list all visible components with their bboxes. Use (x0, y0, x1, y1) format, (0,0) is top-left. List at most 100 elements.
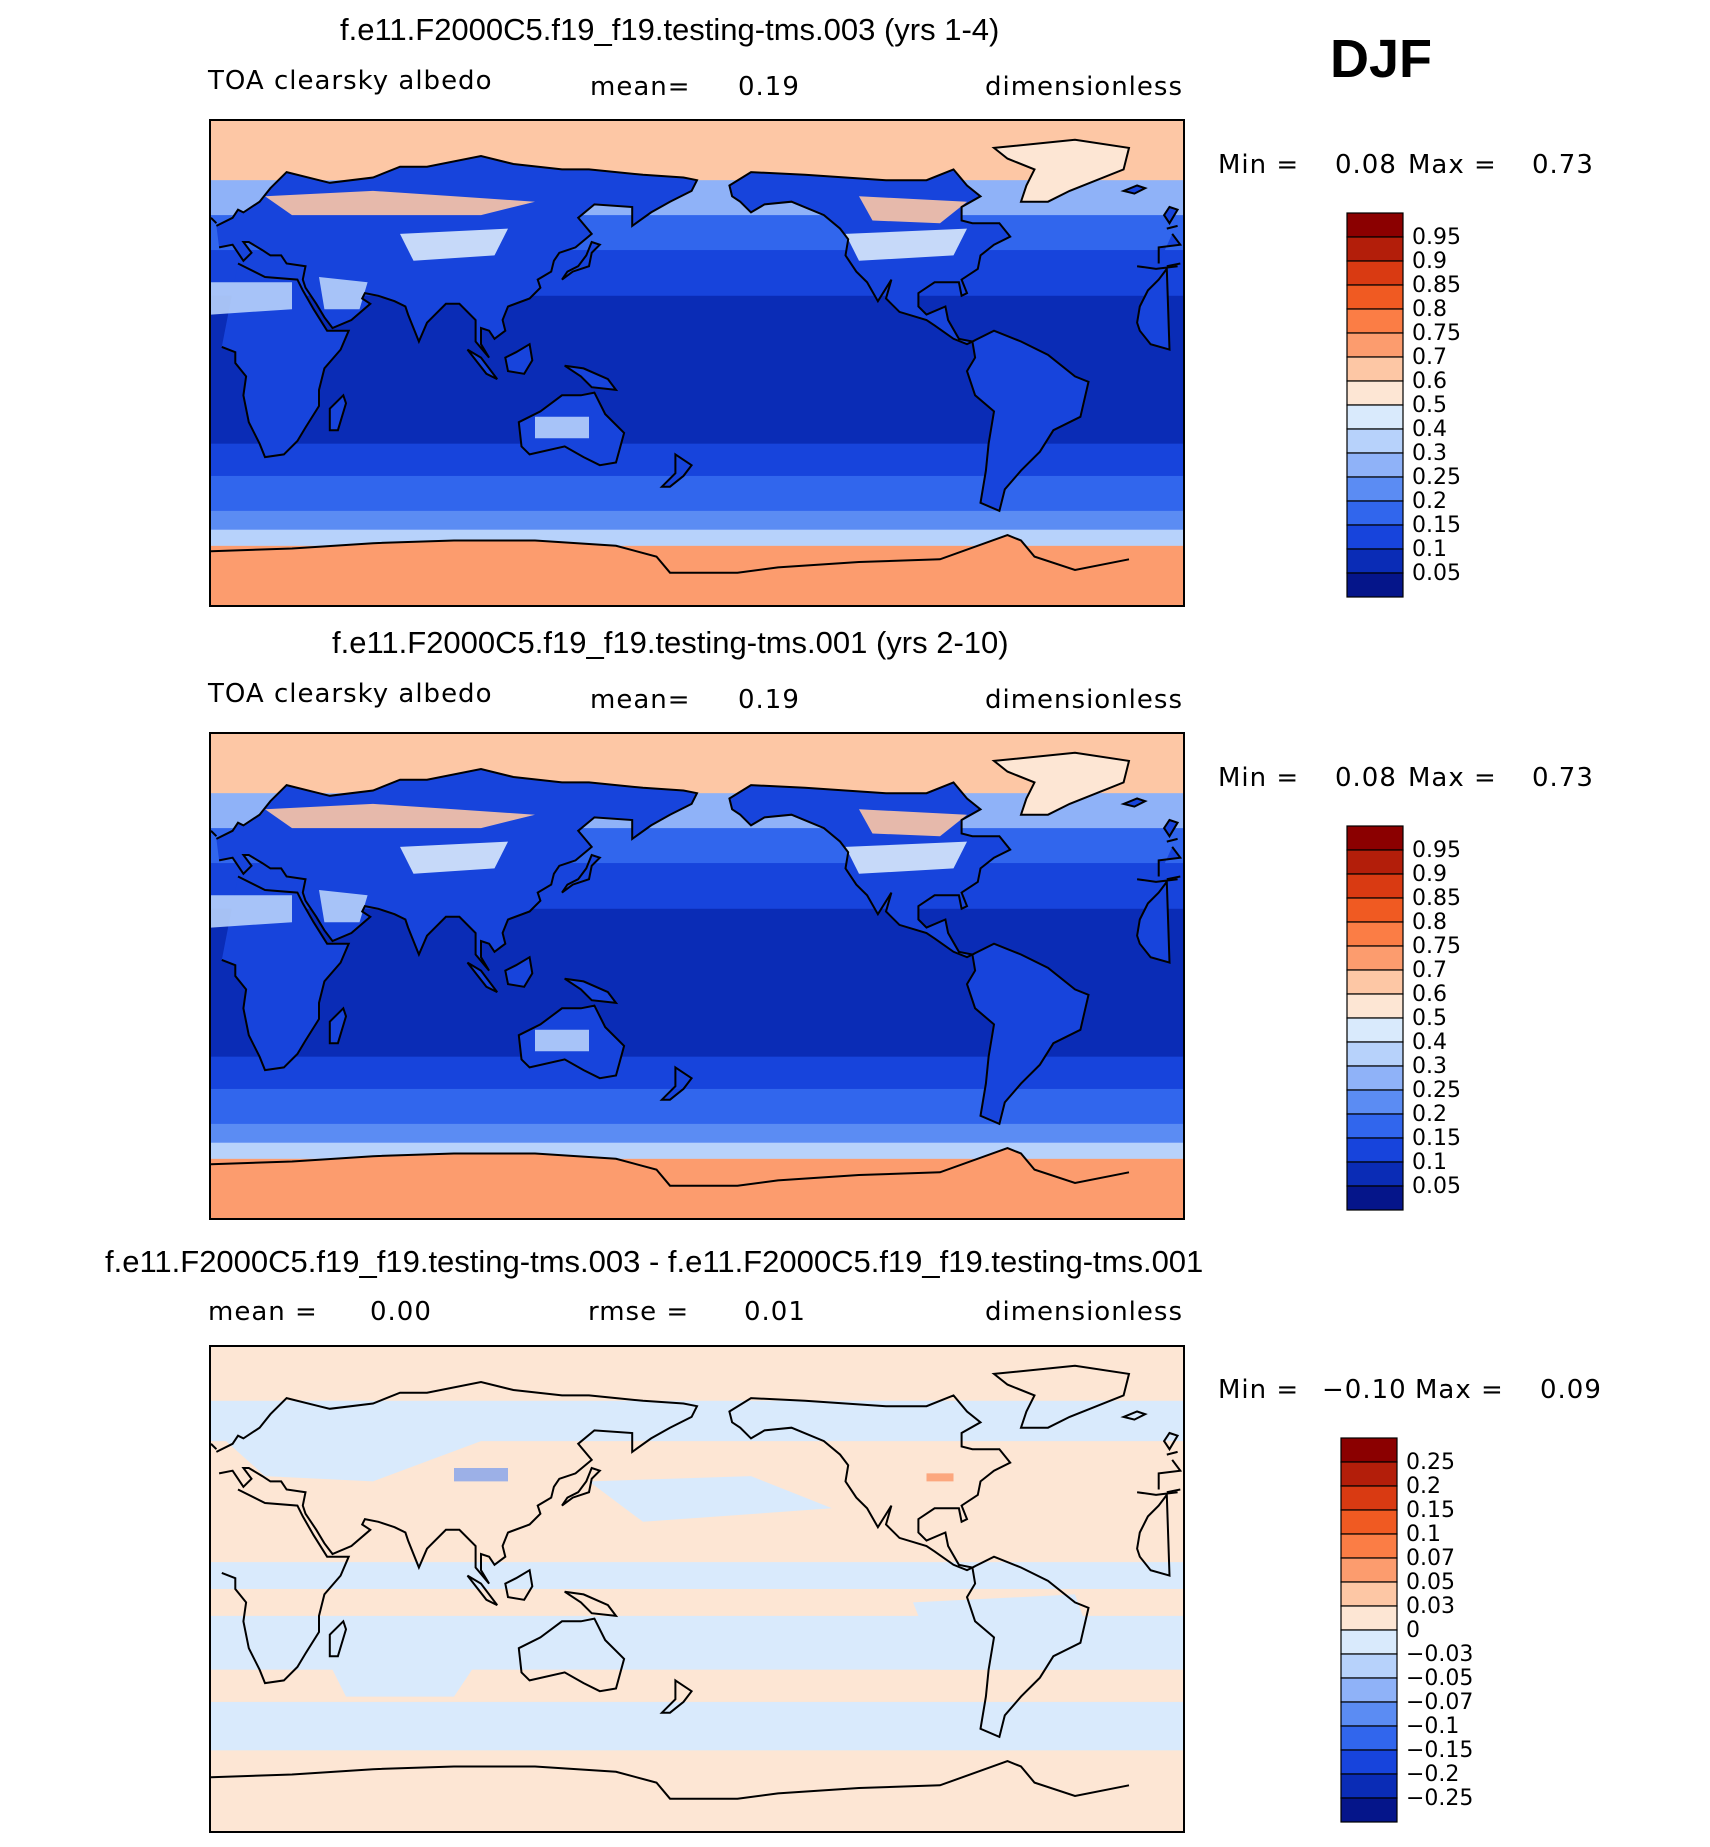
coastline (564, 977, 619, 1005)
colorbar-segment (1340, 1581, 1398, 1607)
colorbar-segment (1340, 1509, 1398, 1535)
coastline (564, 364, 619, 392)
colorbar-tick-label: 0.05 (1412, 561, 1461, 586)
colorbar-segment (1340, 1677, 1398, 1703)
colorbar-tick-label: 0.2 (1412, 489, 1447, 514)
colorbar-segment (1340, 1725, 1398, 1751)
panel-2-units: dimensionless (985, 685, 1183, 715)
colorbar-segment (1340, 1653, 1398, 1679)
colorbar-segment (1346, 236, 1404, 262)
coastline (991, 138, 1131, 203)
colorbar-segment (1340, 1701, 1398, 1727)
coastline (328, 1619, 348, 1658)
colorbar-tick-label: 0.25 (1406, 1450, 1455, 1475)
coastline (659, 1678, 694, 1714)
colorbar-segment (1340, 1749, 1398, 1775)
panel-3-max-value: 0.09 (1540, 1375, 1602, 1405)
colorbar-segment (1340, 1773, 1398, 1799)
colorbar-segment (1340, 1797, 1398, 1823)
panel-2-min-label: Min = (1218, 763, 1300, 793)
coastline (215, 154, 1183, 359)
coastline (328, 1006, 348, 1045)
panel-3-colorbar: 0.25 0.2 0.15 0.1 0.07 0.05 0.03 0 −0.03 −0.05 −0.… (1340, 1437, 1520, 1825)
colorbar-tick-label: 0.4 (1412, 1030, 1447, 1055)
colorbar-segment (1346, 284, 1404, 310)
colorbar-tick-label: 0.9 (1412, 862, 1447, 887)
panel-3-min-label: Min = (1218, 1375, 1300, 1405)
coastline (659, 1065, 694, 1101)
colorbar-tick-label: 0.5 (1412, 1006, 1447, 1031)
colorbar-tick-label: 0.8 (1412, 297, 1447, 322)
panel-2-max-label: Max = (1408, 763, 1497, 793)
coastline (1120, 184, 1148, 195)
coastline (211, 1760, 1130, 1800)
colorbar-tick-label: 0.3 (1412, 441, 1447, 466)
colorbar-segment (1346, 1185, 1404, 1211)
panel-3-title: f.e11.F2000C5.f19_f19.testing-tms.003 - … (105, 1244, 1204, 1279)
coastline (211, 534, 1130, 574)
colorbar-segment (1346, 969, 1404, 995)
colorbar-tick-label: 0.85 (1412, 886, 1461, 911)
panel-1-mean-value: 0.19 (738, 72, 800, 102)
panel-1-title: f.e11.F2000C5.f19_f19.testing-tms.003 (y… (340, 12, 1000, 47)
coastline (659, 452, 694, 488)
coastline (728, 781, 1012, 959)
colorbar-segment (1346, 1065, 1404, 1091)
colorbar-segment (1346, 476, 1404, 502)
coastline (517, 1004, 626, 1080)
colorbar-segment (1346, 897, 1404, 923)
colorbar-tick-label: −0.03 (1406, 1642, 1474, 1667)
colorbar-tick-label: 0.15 (1406, 1498, 1455, 1523)
coastline (466, 1574, 498, 1606)
colorbar-segment (1346, 849, 1404, 875)
panel-2-map (209, 732, 1185, 1220)
colorbar-segment (1346, 332, 1404, 358)
coastline (504, 342, 534, 375)
panel-2-min-value: 0.08 (1335, 763, 1397, 793)
colorbar-segment (1340, 1605, 1398, 1631)
coastline (221, 875, 1178, 1072)
panel-2-title: f.e11.F2000C5.f19_f19.testing-tms.001 (y… (332, 625, 1009, 660)
colorbar-segment (1346, 404, 1404, 430)
colorbar-segment (1346, 873, 1404, 899)
coastline (517, 391, 626, 467)
colorbar-tick-label: 0.7 (1412, 958, 1447, 983)
colorbar-segment (1340, 1437, 1398, 1463)
colorbar-tick-label: 0.1 (1412, 1150, 1447, 1175)
coastline (991, 751, 1131, 816)
panel-3-rmse-label: rmse = (588, 1297, 690, 1327)
colorbar-tick-label: 0.8 (1412, 910, 1447, 935)
colorbar-segment (1346, 945, 1404, 971)
colorbar-tick-label: 0.6 (1412, 369, 1447, 394)
colorbar-tick-label: 0.2 (1412, 1102, 1447, 1127)
colorbar-segment (1340, 1533, 1398, 1559)
colorbar-tick-label: 0.9 (1412, 249, 1447, 274)
panel-1-variable: TOA clearsky albedo (208, 66, 493, 96)
colorbar-segment (1346, 1137, 1404, 1163)
colorbar-segment (1340, 1629, 1398, 1655)
colorbar-tick-label: 0.1 (1406, 1522, 1441, 1547)
colorbar-segment (1346, 548, 1404, 574)
coastline (1120, 1410, 1148, 1421)
coastline (965, 1555, 1090, 1739)
panel-3-min-value: −0.10 (1322, 1375, 1407, 1405)
colorbar-tick-label: 0.95 (1412, 838, 1461, 863)
colorbar-tick-label: 0 (1406, 1618, 1420, 1643)
colorbar-tick-label: 0.15 (1412, 1126, 1461, 1151)
coastline (1120, 797, 1148, 808)
colorbar-tick-label: 0.4 (1412, 417, 1447, 442)
coastline (728, 168, 1012, 346)
colorbar-segment (1346, 1089, 1404, 1115)
panel-3-mean-value: 0.00 (370, 1297, 432, 1327)
colorbar-tick-label: 0.1 (1412, 537, 1447, 562)
colorbar-segment (1346, 356, 1404, 382)
colorbar-segment (1346, 380, 1404, 406)
coastline (221, 1488, 1178, 1685)
colorbar-segment (1340, 1485, 1398, 1511)
colorbar-segment (1340, 1557, 1398, 1583)
panel-1-units: dimensionless (985, 72, 1183, 102)
coastline (561, 853, 602, 894)
panel-2-max-value: 0.73 (1532, 763, 1594, 793)
panel-2-mean-value: 0.19 (738, 685, 800, 715)
colorbar-tick-label: −0.07 (1406, 1690, 1474, 1715)
